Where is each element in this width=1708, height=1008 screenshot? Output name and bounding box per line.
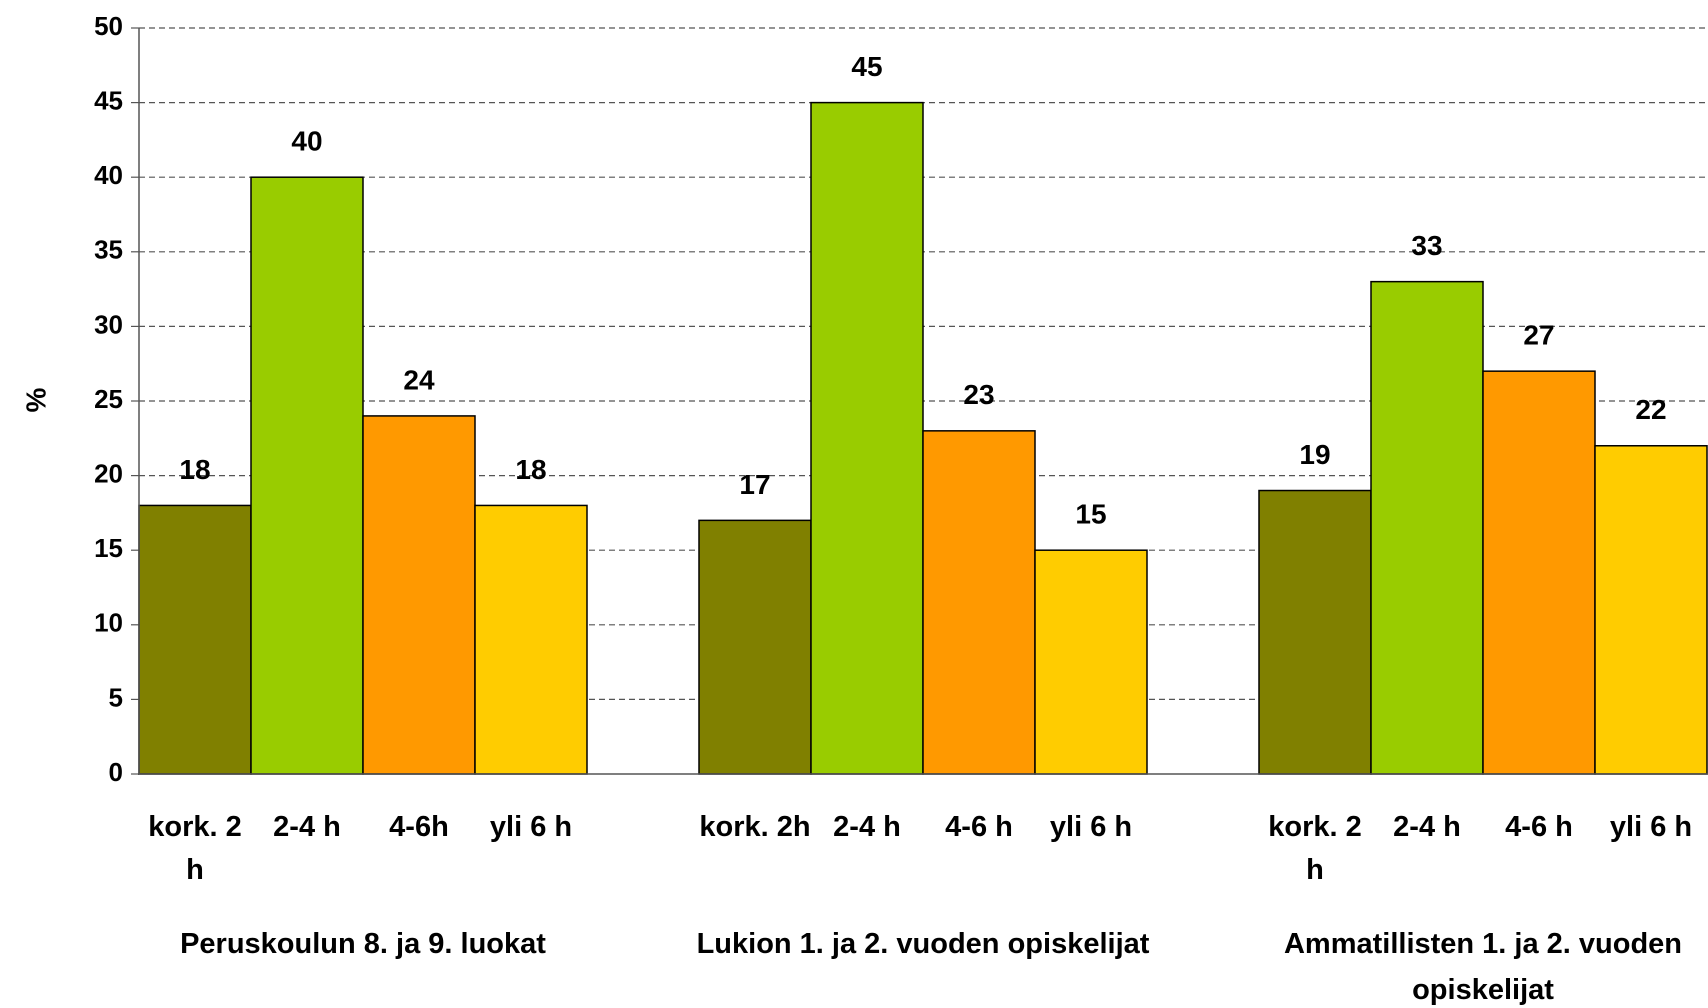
bar [250,176,364,775]
y-tick-label: 0 [109,757,123,787]
bar-label: kork. 2 h [1268,811,1362,886]
y-tick-label: 20 [94,458,123,488]
value-label: 18 [515,454,546,485]
bar [138,504,252,775]
y-tick-label: 30 [94,309,123,339]
value-label: 24 [403,364,435,395]
value-label: 23 [963,379,994,410]
value-label: 27 [1523,320,1554,351]
value-label: 40 [291,126,322,157]
bar-label: 4-6 h [945,811,1013,843]
bar [698,519,812,775]
value-label: 18 [179,454,210,485]
bar-label: yli 6 h [489,811,573,843]
value-label: 45 [851,51,882,82]
bar-label: kork. 2 h [148,811,242,886]
bar [1482,370,1596,775]
y-tick-label: 45 [94,85,123,115]
bar-label: 2-4 h [273,811,341,843]
bar [1594,445,1708,775]
bar-label: kork. 2h [699,811,811,843]
bar [922,430,1036,775]
y-tick-label: 15 [94,533,123,563]
bar-label: yli 6 h [1049,811,1133,843]
bar [1034,549,1148,775]
bar-label: 2-4 h [1393,811,1461,843]
value-label: 15 [1075,499,1106,530]
bar [474,504,588,775]
y-tick-label: 40 [94,160,123,190]
bar [362,415,476,775]
y-tick-label: 10 [94,608,123,638]
bar [1370,280,1484,775]
y-tick-label: 35 [94,235,123,265]
bar [1258,489,1372,775]
value-label: 22 [1635,394,1666,425]
bar-label: 4-6h [389,811,449,843]
y-axis-label: % [20,387,51,412]
bar [810,101,924,775]
bar-label: 4-6 h [1505,811,1573,843]
group-label: Lukion 1. ja 2. vuoden opiskelijat [696,928,1150,960]
value-label: 17 [739,469,770,500]
group-label: Peruskoulun 8. ja 9. luokat [180,928,546,960]
group-label: Ammatillisten 1. ja 2. vuoden opiskelija… [1283,928,1683,1006]
y-tick-label: 50 [94,11,123,41]
y-tick-label: 25 [94,384,123,414]
bar-label: yli 6 h [1609,811,1693,843]
bar-label: 2-4 h [833,811,901,843]
value-label: 33 [1411,230,1442,261]
y-tick-label: 5 [109,682,123,712]
value-label: 19 [1299,439,1330,470]
